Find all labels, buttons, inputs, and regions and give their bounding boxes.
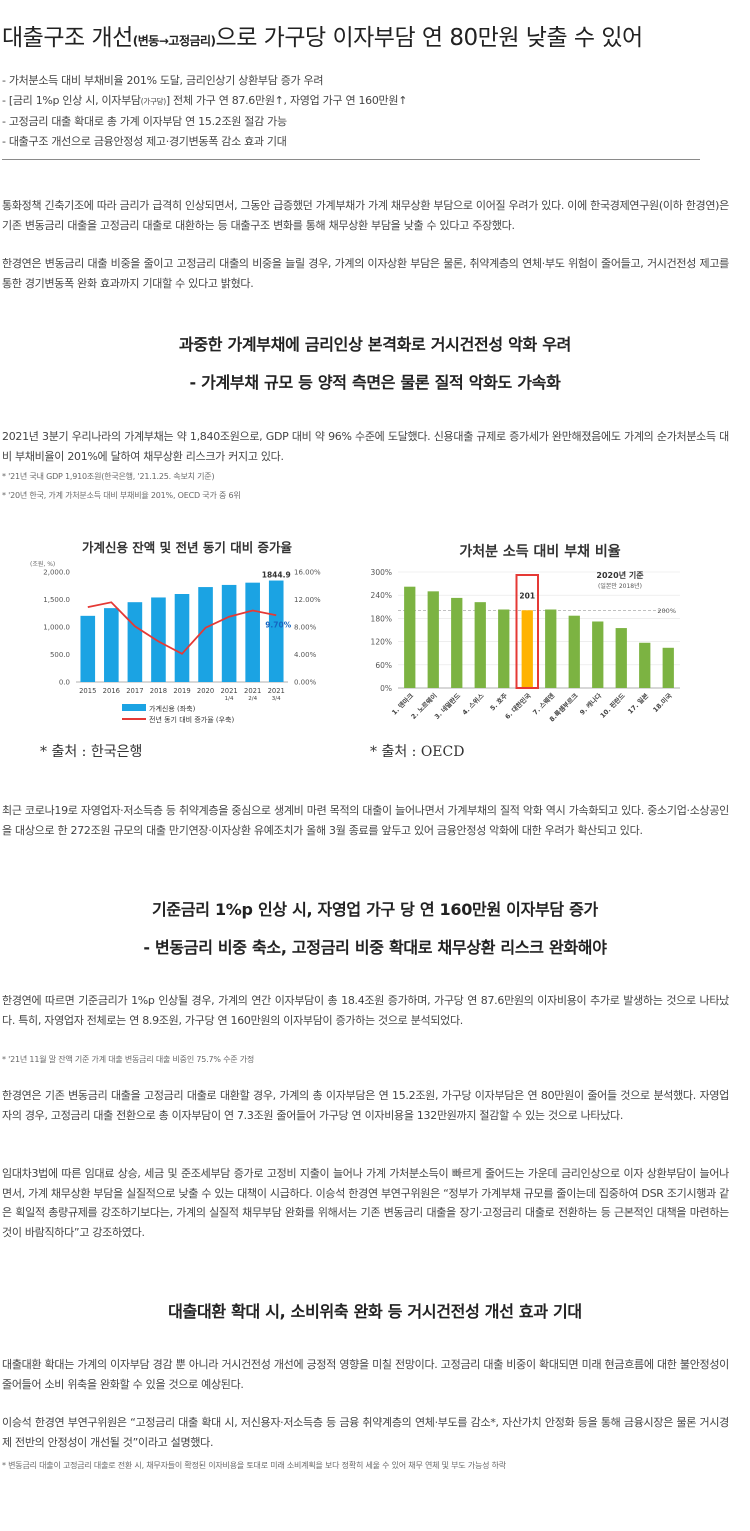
reference-label: 200%	[657, 607, 676, 615]
section-subheading: - 변동금리 비중 축소, 고정금리 비중 확대로 채무상환 리스크 완화해야	[143, 938, 607, 957]
bar	[545, 609, 557, 688]
bar	[245, 582, 260, 682]
highlight-box	[515, 574, 539, 689]
summary-item: - 대출구조 개선으로 금융안정성 제고·경기변동폭 감소 효과 기대	[2, 135, 287, 148]
body-paragraph: 임대차3법에 따른 임대료 상승, 세금 및 준조세부담 증가로 고정비 지출이…	[2, 1167, 729, 1239]
footnote: * 변동금리 대출이 고정금리 대출로 전환 시, 채무자들이 확정된 이자비용…	[2, 1461, 506, 1470]
y2-tick-label: 0.00%	[294, 679, 317, 687]
bar	[268, 580, 284, 682]
x-tick-label: 2021 3/4	[268, 687, 285, 702]
y-tick-label: 180%	[371, 614, 392, 623]
body-paragraph: 이승석 한경연 부연구위원은 “고정금리 대출 확대 시, 저신용자·저소득층 …	[2, 1416, 729, 1449]
divider	[2, 159, 700, 160]
debt-ratio-chart: 가처분 소득 대비 부채 비율 0% 60% 120% 180% 240% 300% 200%…	[362, 532, 690, 737]
bar	[221, 584, 237, 682]
x-tick-label: 2019	[173, 687, 190, 695]
footnote: * '21년 11월 말 잔액 기준 가계 대출 변동금리 대출 비중인 75.…	[2, 1055, 255, 1064]
bar	[592, 621, 604, 688]
growth-rate-line	[87, 601, 277, 655]
footnote: * '20년 한국, 가계 가처분소득 대비 부채비율 201%, OECD 국…	[2, 491, 241, 500]
line-value-label: 9.70%	[265, 620, 292, 629]
x-tick-label: 2020	[197, 687, 214, 695]
section-subheading: - 가계부채 규모 등 양적 측면은 물론 질적 악화도 가속화	[189, 373, 561, 392]
section-heading: 대출대환 확대 시, 소비위축 완화 등 거시건전성 개선 효과 기대	[168, 1302, 582, 1321]
x-tick-label: 2017	[126, 687, 143, 695]
bar	[151, 597, 166, 682]
household-credit-chart: 가계신용 잔액 및 전년 동기 대비 증가율 (조원, %) 0.0 500.0 1,0…	[26, 532, 348, 737]
body-paragraph: 한경연에 따르면 기준금리가 1%p 인상될 경우, 가계의 연간 이자부담이 …	[2, 994, 729, 1027]
body-paragraph: 한경연은 기존 변동금리 대출을 고정금리 대출로 대환할 경우, 가계의 총 …	[2, 1089, 729, 1122]
x-tick-label: 18.미국	[651, 691, 674, 714]
y-tick-label: 1,500.0	[43, 596, 70, 604]
bar	[427, 591, 439, 688]
bar-value-label: 201	[519, 591, 535, 600]
intro-paragraph: 통화정책 긴축기조에 따라 금리가 급격히 인상되면서, 그동안 급증했던 가계…	[2, 199, 729, 232]
page-title: 대출구조 개선(변동→고정금리)으로 가구당 이자부담 연 80만원 낮출 수 …	[2, 25, 643, 51]
y2-tick-label: 16.00%	[294, 569, 321, 577]
bar-value-label: 1844.9	[262, 571, 291, 580]
summary-item: - [금리 1%p 인상 시, 이자부담(가구당)] 전체 가구 연 87.6만…	[2, 94, 408, 107]
y2-tick-label: 12.00%	[294, 596, 321, 604]
x-tick-label: 17. 일본	[626, 691, 651, 716]
x-tick-label: 4. 스위스	[460, 691, 486, 717]
bar	[498, 609, 510, 688]
y2-tick-label: 8.00%	[294, 624, 317, 632]
footnote: * '21년 국내 GDP 1,910조원(한국은행, '21.1.25. 속보…	[2, 472, 215, 481]
body-paragraph: 2021년 3분기 우리나라의 가계부채는 약 1,840조원으로, GDP 대…	[2, 430, 729, 463]
x-tick-label: 2016	[103, 687, 120, 695]
chart-title: 가계신용 잔액 및 전년 동기 대비 증가율	[82, 540, 293, 555]
y-tick-label: 2,000.0	[43, 569, 70, 577]
legend-swatch-bar	[122, 704, 146, 711]
x-tick-label: 10. 핀란드	[598, 691, 627, 720]
section-heading: 과중한 가계부채에 금리인상 본격화로 거시건전성 악화 우려	[178, 335, 572, 354]
body-paragraph: 대출대환 확대는 가계의 이자부담 경감 뿐 아니라 거시건전성 개선에 긍정적…	[2, 1358, 729, 1391]
y-axis-label: (조원, %)	[30, 560, 55, 568]
chart-source: * 출처 : 한국은행	[40, 744, 143, 760]
summary-list: - 가처분소득 대비 부채비율 201% 도달, 금리인상기 상환부담 증가 우…	[2, 71, 722, 152]
bar	[127, 602, 143, 682]
bar	[662, 647, 674, 688]
bar-highlight	[521, 610, 533, 688]
x-tick-label: 3. 네덜란드	[432, 691, 462, 721]
bar	[104, 608, 119, 682]
y-tick-label: 120%	[371, 638, 392, 647]
x-tick-label: 6. 대한민국	[503, 691, 533, 721]
section-heading: 기준금리 1%p 인상 시, 자영업 가구 당 연 160만원 이자부담 증가	[152, 900, 598, 919]
y-tick-label: 0%	[380, 684, 392, 693]
bar	[80, 615, 96, 682]
x-tick-label: 2018	[150, 687, 167, 695]
chart-title: 가처분 소득 대비 부채 비율	[459, 543, 620, 560]
bar	[404, 586, 416, 688]
legend-label: 가계신용 (좌축)	[149, 704, 196, 713]
chart-note: 2020년 기준	[596, 570, 644, 580]
intro-paragraph: 한경연은 변동금리 대출 비중을 줄이고 고정금리 대출의 비중을 늘릴 경우,…	[2, 257, 729, 290]
bar	[639, 642, 651, 688]
bar	[568, 615, 580, 688]
x-tick-label: 2015	[79, 687, 96, 695]
y-tick-label: 500.0	[50, 651, 70, 659]
legend-label: 전년 동기 대비 증가율 (우축)	[149, 715, 234, 724]
summary-item: - 가처분소득 대비 부채비율 201% 도달, 금리인상기 상환부담 증가 우…	[2, 74, 324, 87]
x-tick-label: 2021 1/4	[220, 687, 237, 702]
y-tick-label: 60%	[375, 661, 392, 670]
summary-item: - 고정금리 대출 확대로 총 가계 이자부담 연 15.2조원 절감 가능	[2, 115, 287, 128]
bar	[198, 587, 213, 682]
y-tick-label: 300%	[371, 568, 392, 577]
x-tick-label: 5. 호주	[488, 691, 509, 712]
bar	[451, 597, 463, 688]
y-tick-label: 240%	[371, 591, 392, 600]
x-tick-label: 2021 2/4	[244, 687, 261, 702]
y2-tick-label: 4.00%	[294, 651, 317, 659]
bar	[615, 628, 627, 688]
y-tick-label: 0.0	[59, 679, 70, 687]
chart-note-sub: (일본만 2018년)	[598, 582, 642, 590]
y-tick-label: 1,000.0	[43, 624, 70, 632]
body-paragraph: 최근 코로나19로 자영업자·저소득층 등 취약계층을 중심으로 생계비 마련 …	[2, 804, 729, 837]
chart-source: * 출처 : OECD	[370, 744, 465, 760]
bar	[474, 602, 486, 688]
bar	[174, 594, 190, 682]
